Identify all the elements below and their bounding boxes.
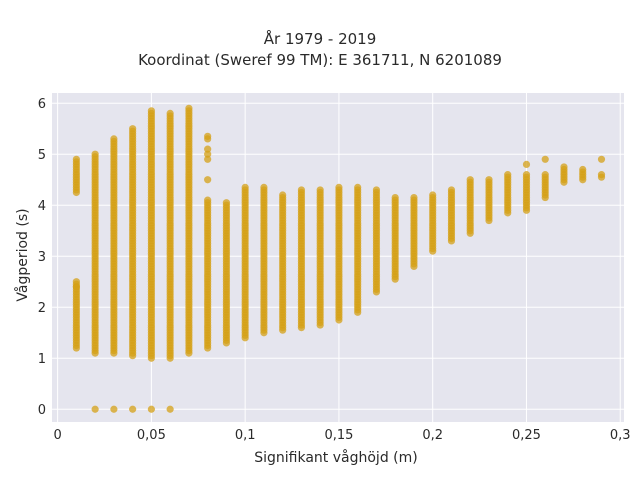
data-point: [522, 160, 531, 169]
y-tick-label: 5: [38, 148, 46, 163]
data-point: [391, 193, 399, 202]
data-point: [466, 176, 474, 184]
data-point: [204, 145, 212, 153]
data-point: [279, 191, 287, 199]
x-axis-label: Signifikant våghöjd (m): [254, 449, 417, 466]
y-axis-ticks: 0 1 2 3 4 5 6: [38, 97, 46, 418]
data-point: [597, 171, 606, 179]
y-tick-label: 2: [38, 301, 46, 316]
data-point: [597, 155, 606, 163]
chart-subtitle: Koordinat (Sweref 99 TM): E 361711, N 62…: [138, 51, 502, 69]
data-point: [72, 278, 80, 286]
data-point: [410, 193, 418, 202]
data-point: [316, 186, 324, 194]
y-tick-label: 0: [38, 403, 46, 418]
data-point: [72, 283, 80, 291]
data-point: [372, 186, 381, 194]
data-point: [354, 183, 362, 191]
data-point: [504, 171, 512, 179]
x-tick-label: 0: [53, 428, 61, 443]
data-point: [241, 183, 249, 191]
x-tick-label: 0,15: [324, 428, 353, 443]
data-point: [260, 183, 268, 191]
data-point: [185, 104, 193, 112]
data-point: [91, 405, 99, 413]
data-point: [335, 183, 343, 191]
data-point: [147, 107, 155, 115]
data-points: [72, 104, 606, 413]
data-point: [110, 135, 118, 143]
data-point: [204, 150, 212, 158]
data-point: [222, 199, 231, 207]
data-point: [579, 165, 587, 174]
x-tick-label: 0,3: [610, 428, 631, 443]
data-point: [560, 163, 568, 171]
data-point: [297, 186, 306, 194]
data-point: [129, 125, 137, 133]
y-tick-label: 3: [38, 250, 46, 265]
data-point: [541, 155, 549, 163]
data-point: [72, 155, 80, 163]
data-point: [110, 405, 118, 413]
data-point: [91, 150, 99, 158]
y-axis-label: Vågperiod (s): [14, 208, 31, 301]
x-axis-ticks: 0 0,05 0,1 0,15 0,2 0,25 0,3: [53, 428, 630, 443]
data-point: [204, 196, 212, 204]
y-tick-label: 1: [38, 352, 46, 367]
data-point: [166, 109, 174, 118]
data-point: [429, 191, 437, 199]
x-tick-label: 0,05: [137, 428, 166, 443]
data-point: [129, 405, 137, 413]
chart-title: År 1979 - 2019: [263, 30, 377, 48]
data-point: [485, 176, 493, 184]
data-point: [166, 405, 174, 413]
data-point: [541, 171, 549, 179]
data-point: [204, 155, 212, 163]
y-tick-label: 4: [38, 199, 46, 214]
x-tick-label: 0,2: [422, 428, 443, 443]
x-tick-label: 0,25: [512, 428, 541, 443]
x-tick-label: 0,1: [235, 428, 256, 443]
data-point: [204, 132, 212, 140]
data-point: [522, 171, 531, 179]
data-point: [204, 176, 212, 184]
data-point: [147, 405, 155, 413]
y-tick-label: 6: [38, 97, 46, 112]
data-point: [447, 186, 456, 194]
